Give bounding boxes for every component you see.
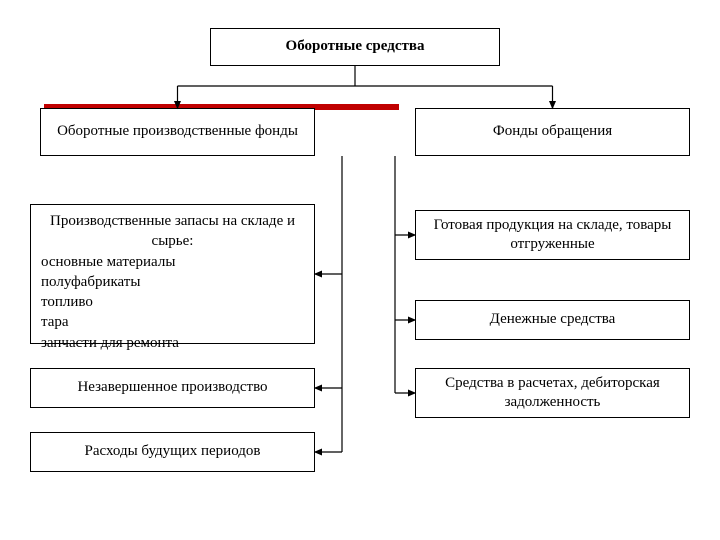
left-list-box: Производственные запасы на складе и сырь… xyxy=(30,204,315,344)
left-list-line: тара xyxy=(41,312,304,332)
left-list-header: Производственные запасы на складе и сырь… xyxy=(41,211,304,252)
right-item-box: Готовая продукция на складе, товары отгр… xyxy=(415,210,690,260)
left-item-box: Расходы будущих периодов xyxy=(30,432,315,472)
left-header-box: Оборотные производственные фонды xyxy=(40,108,315,156)
right-header-box: Фонды обращения xyxy=(415,108,690,156)
right-item-box: Средства в расчетах, дебиторская задолже… xyxy=(415,368,690,418)
left-item-label: Незавершенное производство xyxy=(77,378,267,398)
left-header-label: Оборотные производственные фонды xyxy=(57,122,298,142)
left-item-box: Незавершенное производство xyxy=(30,368,315,408)
right-item-box: Денежные средства xyxy=(415,300,690,340)
left-list-line: основные материалы xyxy=(41,252,304,272)
left-item-label: Расходы будущих периодов xyxy=(85,442,261,462)
left-list-line: полуфабрикаты xyxy=(41,272,304,292)
right-item-label: Средства в расчетах, дебиторская задолже… xyxy=(426,374,679,413)
root-box: Оборотные средства xyxy=(210,28,500,66)
left-list-line: запчасти для ремонта xyxy=(41,333,304,353)
right-item-label: Денежные средства xyxy=(490,310,616,330)
right-item-label: Готовая продукция на складе, товары отгр… xyxy=(426,216,679,255)
root-label: Оборотные средства xyxy=(286,37,425,57)
right-header-label: Фонды обращения xyxy=(493,122,612,142)
left-list-line: топливо xyxy=(41,292,304,312)
